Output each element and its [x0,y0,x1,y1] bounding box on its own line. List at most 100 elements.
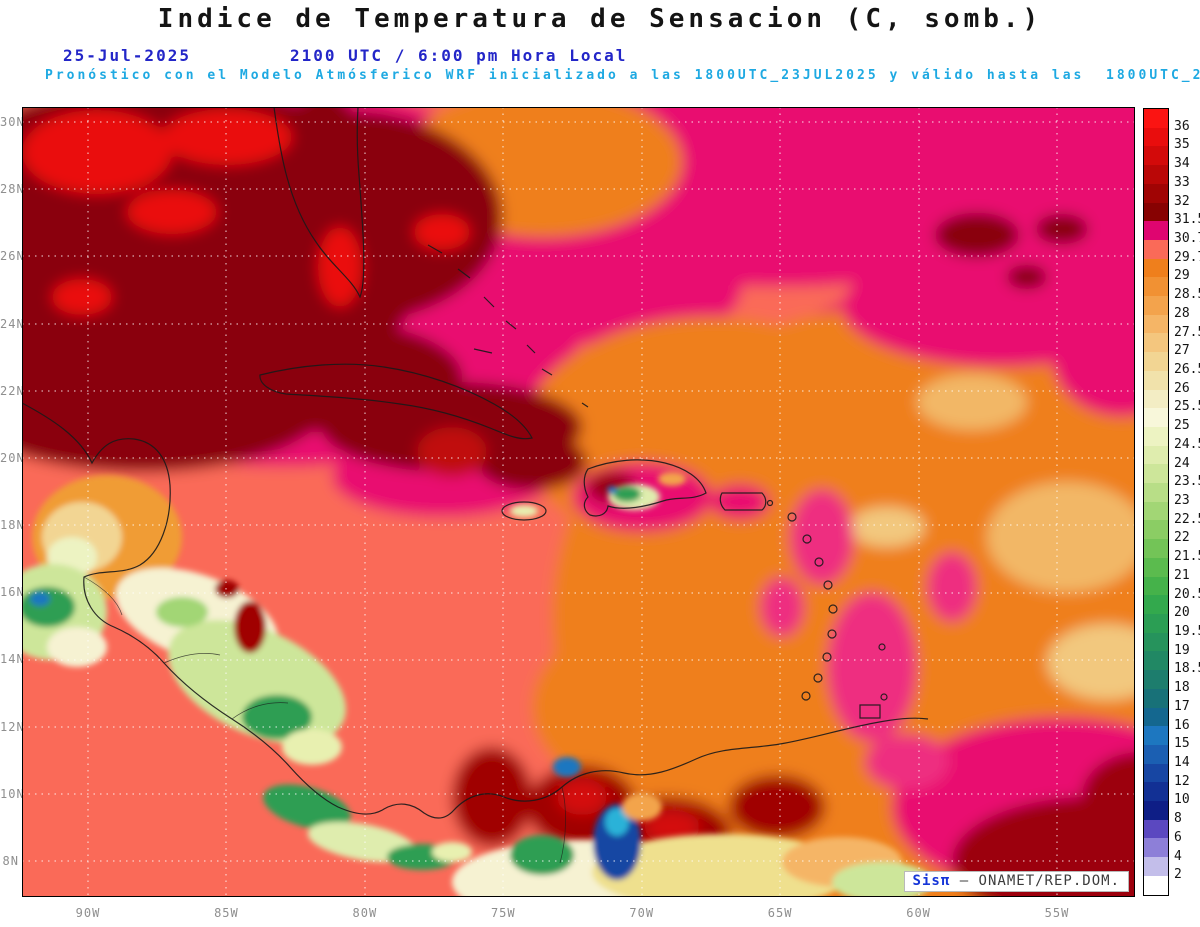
colorbar-cell [1144,202,1168,222]
colorbar-tick-label: 32 [1174,193,1190,209]
colorbar-tick-label: 16 [1174,717,1190,733]
colorbar-tick-label: 12 [1174,773,1190,789]
lon-tick-label: 75W [490,906,516,920]
colorbar-tick-label: 20.5 [1174,586,1200,602]
colorbar-cell [1144,127,1168,147]
lat-tick-label: 24N [0,316,25,331]
colorbar-tick-label: 22.5 [1174,511,1200,527]
lat-tick-label: 26N [0,249,25,264]
colorbar-cell [1144,819,1168,839]
colorbar-tick-label: 28 [1174,305,1190,321]
colorbar-cell [1144,632,1168,652]
colorbar-cell [1144,857,1168,876]
lat-tick-label: 20N [0,450,25,465]
colorbar-cell [1144,651,1168,671]
colorbar-cell [1144,426,1168,446]
colorbar-cell [1144,613,1168,633]
lat-axis: 30N 28N 26N 24N 22N 20N 18N 16N 14N 12N 10N 8N [0,0,25,927]
colorbar-cell [1144,688,1168,708]
colorbar-cell [1144,389,1168,409]
lon-tick-label: 55W [1044,906,1070,920]
colorbar-cell [1144,146,1168,166]
colorbar-tick-label: 27 [1174,343,1190,359]
colorbar-tick-label: 26 [1174,380,1190,396]
colorbar-tick-label: 26.5 [1174,362,1200,377]
colorbar-cell [1144,165,1168,184]
lat-tick-label: 12N [0,719,25,734]
colorbar-cell [1144,333,1168,353]
colorbar-tick-label: 23 [1174,493,1190,508]
colorbar-tick-label: 21 [1174,567,1190,583]
colorbar-cell [1144,801,1168,820]
colorbar-cell [1144,370,1168,390]
colorbar-tick-label: 29 [1174,268,1190,284]
colorbar-tick-label: 19 [1174,642,1190,658]
map-canvas: Sisπ – ONAMET/REP.DOM. [22,107,1135,897]
colorbar-tick-label: 35 [1174,137,1190,153]
colorbar-tick-label: 31.5 [1174,212,1200,228]
colorbar-cell [1144,670,1168,689]
colorbar-tick-label: 8 [1174,811,1182,827]
colorbar-tick-label: 15 [1174,736,1190,752]
colorbar-tick-label: 6 [1174,829,1182,845]
colorbar-cell [1144,539,1168,558]
colorbar-tick-label: 36 [1174,118,1190,134]
colorbar-tick-label: 2 [1174,867,1182,883]
colorbar-tick-label: 28.5 [1174,287,1200,303]
lat-tick-label: 16N [0,585,25,600]
colorbar-tick-label: 21.5 [1174,549,1200,565]
colorbar-tick-label: 27.5 [1174,324,1200,340]
colorbar-tick-label: 17 [1174,698,1190,714]
colorbar-tick-label: 33 [1174,174,1190,190]
lon-tick-label: 90W [75,906,101,920]
colorbar-tick-label: 10 [1174,792,1190,808]
lon-tick-label: 85W [214,906,239,920]
forecast-description: Pronóstico con el Modelo Atmósferico WRF… [45,68,1200,83]
colorbar-tick-label: 29.7 [1174,249,1200,265]
colorbar-labels: 363534333231.530.729.72928.52827.52726.5… [1174,108,1200,894]
colorbar [1143,108,1169,896]
colorbar-tick-label: 19.5 [1174,624,1200,639]
coastlines [22,107,929,864]
valid-time: 2100 UTC / 6:00 pm Hora Local [290,46,628,65]
terrain [22,472,932,897]
lat-tick-label: 28N [0,182,25,197]
colorbar-cell [1144,875,1168,895]
colorbar-cell [1144,595,1168,614]
colorbar-cell [1144,239,1168,259]
colorbar-tick-label: 18 [1174,680,1190,696]
colorbar-tick-label: 14 [1174,755,1190,770]
valid-date: 25-Jul-2025 [63,46,191,65]
map-svg [22,107,1135,897]
colorbar-cell [1144,464,1168,484]
colorbar-tick-label: 25 [1174,418,1190,434]
map-border [22,107,1135,897]
colorbar-cell [1144,483,1168,502]
page-title: Indice de Temperatura de Sensacion (C, s… [157,4,1043,34]
colorbar-cell [1144,557,1168,577]
colorbar-cell [1144,744,1168,764]
lon-tick-label: 60W [906,906,931,920]
colorbar-tick-label: 22 [1174,530,1190,546]
colorbar-tick-label: 24 [1174,455,1190,471]
colorbar-cell [1144,782,1168,802]
heat-field [22,107,1135,897]
colorbar-tick-label: 25.5 [1174,399,1200,415]
colorbar-cell [1144,501,1168,521]
colorbar-cell [1144,314,1168,334]
colorbar-cell [1144,183,1168,203]
colorbar-tick-label: 24.5 [1174,436,1200,452]
colorbar-cell [1144,352,1168,371]
colorbar-cell [1144,838,1168,858]
lon-tick-label: 70W [629,906,655,920]
colorbar-tick-label: 30.7 [1174,231,1200,246]
lat-tick-label: 14N [0,652,25,667]
colorbar-cell [1144,576,1168,596]
colorbar-tick-label: 23.5 [1174,474,1200,490]
colorbar-tick-label: 20 [1174,605,1190,621]
colorbar-cell [1144,707,1168,727]
colorbar-cell [1144,520,1168,540]
colorbar-tick-label: 4 [1174,848,1182,864]
lat-tick-label: 10N [0,786,25,801]
